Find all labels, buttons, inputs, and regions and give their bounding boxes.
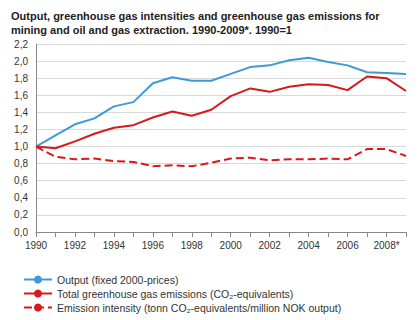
svg-text:0,6: 0,6 xyxy=(14,175,28,186)
svg-text:2008*: 2008* xyxy=(373,240,399,251)
svg-text:1,4: 1,4 xyxy=(14,107,28,118)
svg-text:2,0: 2,0 xyxy=(14,56,28,67)
svg-text:2004: 2004 xyxy=(298,240,321,251)
svg-text:1994: 1994 xyxy=(103,240,126,251)
svg-text:Total greenhouse gas emissions: Total greenhouse gas emissions (CO₂-equi… xyxy=(57,288,293,300)
svg-text:1,0: 1,0 xyxy=(14,141,28,152)
svg-text:1,2: 1,2 xyxy=(14,124,28,135)
svg-text:1,6: 1,6 xyxy=(14,90,28,101)
svg-text:1992: 1992 xyxy=(64,240,87,251)
svg-text:Output (fixed 2000-prices): Output (fixed 2000-prices) xyxy=(57,274,178,286)
svg-text:1990: 1990 xyxy=(25,240,48,251)
svg-text:0,4: 0,4 xyxy=(14,192,28,203)
svg-text:2002: 2002 xyxy=(259,240,282,251)
svg-text:mining and oil and gas extract: mining and oil and gas extraction. 1990-… xyxy=(11,24,292,36)
svg-text:1996: 1996 xyxy=(142,240,165,251)
svg-text:0,0: 0,0 xyxy=(14,227,28,238)
svg-text:1,8: 1,8 xyxy=(14,73,28,84)
svg-text:2006: 2006 xyxy=(336,240,359,251)
svg-text:0,8: 0,8 xyxy=(14,158,28,169)
svg-text:Output, greenhouse gas intensi: Output, greenhouse gas intensities and g… xyxy=(11,10,383,22)
svg-text:Emission intensity (tonn CO₂-e: Emission intensity (tonn CO₂-equivalents… xyxy=(57,302,341,314)
svg-text:0,2: 0,2 xyxy=(14,209,28,220)
svg-text:2,2: 2,2 xyxy=(14,39,28,50)
svg-text:1998: 1998 xyxy=(181,240,204,251)
svg-text:2000: 2000 xyxy=(220,240,243,251)
